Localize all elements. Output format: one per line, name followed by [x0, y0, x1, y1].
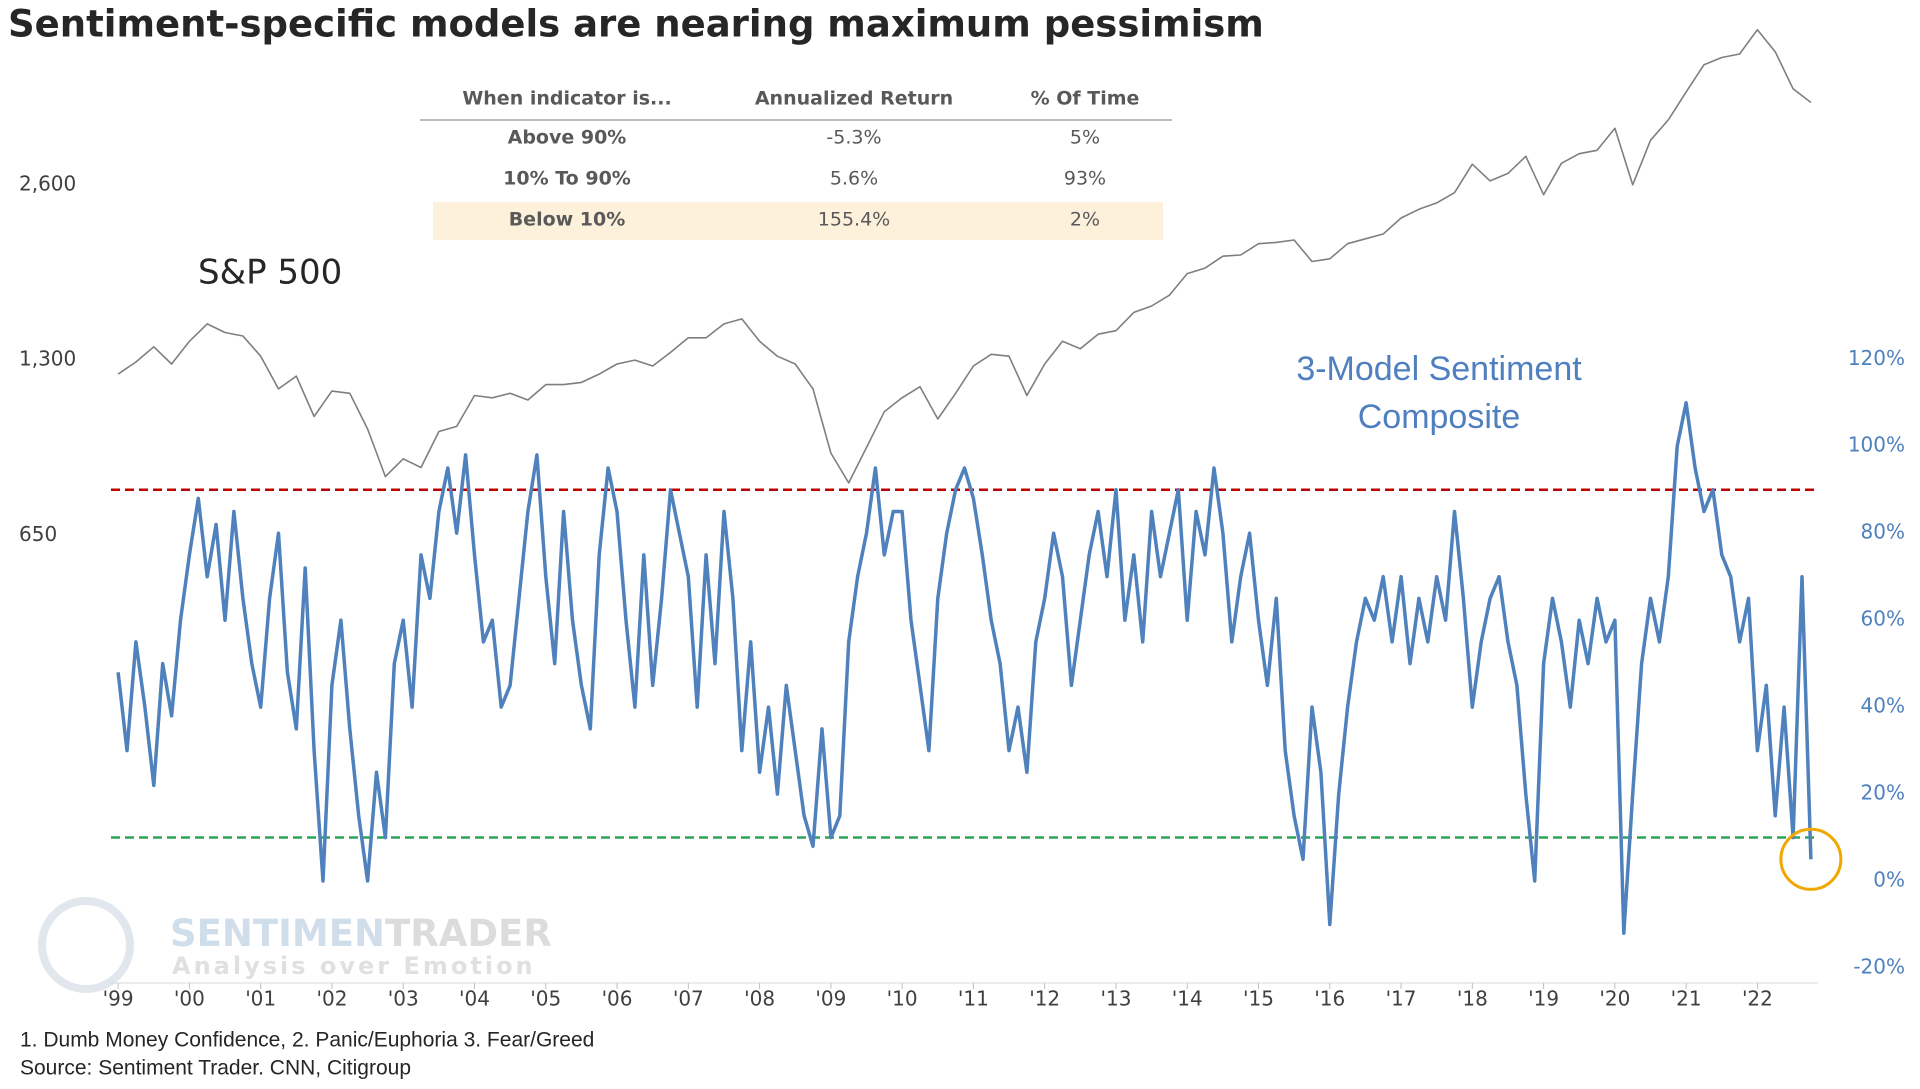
x-tick-label: '11	[958, 987, 989, 1011]
table-cell: Below 10%	[509, 209, 626, 231]
table-cell: 93%	[1064, 168, 1106, 190]
table-cell: 5.6%	[830, 168, 878, 190]
highlight-circle	[1779, 827, 1843, 891]
x-tick-label: '19	[1528, 987, 1559, 1011]
x-tick-label: '20	[1599, 987, 1630, 1011]
table-cell: 5%	[1070, 127, 1100, 149]
x-tick-label: '18	[1457, 987, 1488, 1011]
x-tick-label: '16	[1314, 987, 1345, 1011]
chart-title: Sentiment-specific models are nearing ma…	[8, 3, 1264, 46]
x-tick-label: '04	[459, 987, 490, 1011]
watermark-tagline: Analysis over Emotion	[172, 952, 536, 980]
composite-label: 3-Model Sentiment Composite	[1296, 350, 1582, 436]
x-tick-label: '06	[602, 987, 633, 1011]
table-highlight	[433, 202, 1163, 240]
watermark-brand-part: TRADER	[385, 912, 552, 955]
table-cell: 155.4%	[818, 209, 890, 231]
x-tick-label: '21	[1671, 987, 1702, 1011]
series-line	[116, 401, 1813, 935]
y2-tick-label: 0%	[1873, 868, 1905, 892]
table-cell: 10% To 90%	[503, 168, 631, 190]
table-header: Annualized Return	[755, 88, 953, 110]
x-tick-label: '12	[1029, 987, 1060, 1011]
x-tick-label: '02	[316, 987, 347, 1011]
x-tick-label: '15	[1243, 987, 1274, 1011]
series-line	[117, 28, 1812, 484]
y-tick-label: 2,600	[19, 171, 76, 195]
watermark-brand: SENTIMENTRADER	[170, 912, 552, 955]
y-tick-label: 650	[19, 522, 57, 546]
table-header: When indicator is...	[462, 88, 671, 110]
y2-tick-label: 40%	[1861, 694, 1905, 718]
y-tick-label: 1,300	[19, 347, 76, 371]
x-tick-label: '17	[1386, 987, 1417, 1011]
x-tick-label: '10	[887, 987, 918, 1011]
x-tick-label: '00	[174, 987, 205, 1011]
sp500-label: S&P 500	[198, 253, 342, 293]
y2-tick-label: 100%	[1848, 433, 1905, 457]
table-header: % Of Time	[1031, 88, 1140, 110]
x-tick-label: '08	[744, 987, 775, 1011]
x-tick-label: '99	[103, 987, 134, 1011]
x-tick-label: '09	[815, 987, 846, 1011]
footnote: Source: Sentiment Trader. CNN, Citigroup	[20, 1057, 411, 1080]
y2-tick-label: 120%	[1848, 346, 1905, 370]
x-tick-label: '03	[388, 987, 419, 1011]
watermark-brand-part: SENTIMEN	[170, 912, 385, 955]
footnote: 1. Dumb Money Confidence, 2. Panic/Eupho…	[20, 1029, 594, 1052]
x-tick-label: '22	[1742, 987, 1773, 1011]
y2-tick-label: 80%	[1861, 520, 1905, 544]
x-tick-label: '14	[1172, 987, 1203, 1011]
y2-tick-label: 20%	[1861, 781, 1905, 805]
table-cell: 2%	[1070, 209, 1100, 231]
watermark-logo	[38, 897, 134, 993]
table-cell: Above 90%	[508, 127, 627, 149]
x-tick-label: '07	[673, 987, 704, 1011]
table-cell: -5.3%	[826, 127, 881, 149]
x-tick-label: '05	[530, 987, 561, 1011]
x-tick-label: '01	[245, 987, 276, 1011]
y2-tick-label: -20%	[1853, 955, 1905, 979]
x-tick-label: '13	[1100, 987, 1131, 1011]
y2-tick-label: 60%	[1861, 607, 1905, 631]
